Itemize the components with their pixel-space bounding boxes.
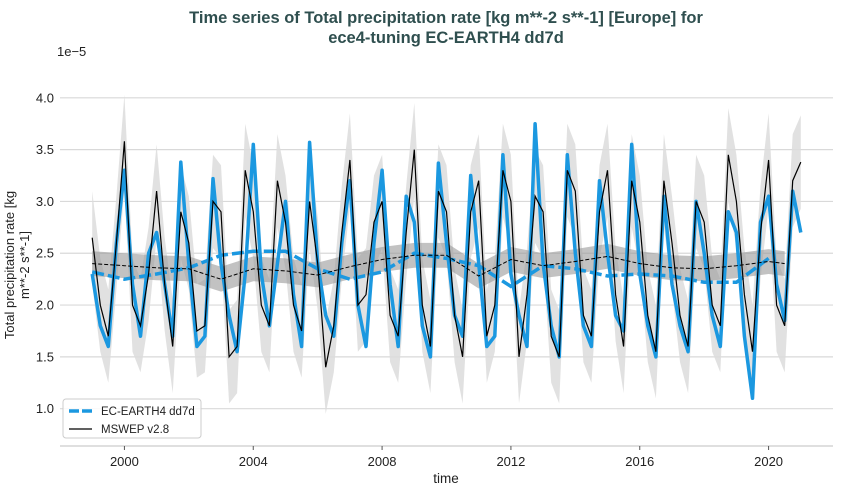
chart-title-line2: ece4-tuning EC-EARTH4 dd7d: [328, 29, 564, 47]
y-tick-label: 3.0: [36, 194, 54, 209]
y-tick-label: 4.0: [36, 90, 54, 105]
legend: EC-EARTH4 dd7d MSWEP v2.8: [62, 398, 202, 439]
ece-series-line: [90, 121, 803, 401]
y-tick-label: 3.5: [36, 142, 54, 157]
y-axis-label-line2: m**-2 s**-1]: [17, 231, 32, 299]
mswep-series-line: [91, 141, 802, 368]
x-tick-label: 2004: [239, 454, 268, 469]
y-tick-label: 1.5: [36, 349, 54, 364]
x-tick-label: 2020: [754, 454, 783, 469]
y-axis-label-line1: Total precipitation rate [kg: [2, 191, 17, 339]
y-tick-label: 2.0: [36, 298, 54, 313]
x-tick-label: 2000: [110, 454, 139, 469]
mswep-running-mean-line: [92, 254, 785, 280]
chart-title-line1: Time series of Total precipitation rate …: [189, 9, 703, 27]
y-tick-label: 2.5: [36, 246, 54, 261]
legend-label-mswep: MSWEP v2.8: [101, 424, 169, 436]
y-tick-label: 1.0: [36, 401, 54, 416]
x-tick-label: 2016: [625, 454, 654, 469]
x-tick-label: 2008: [368, 454, 397, 469]
mswep-running-mean-band: [92, 242, 785, 292]
x-tick-label: 2012: [496, 454, 525, 469]
legend-box: [62, 398, 202, 439]
y-offset-label: 1e−5: [57, 44, 86, 59]
x-axis-label: time: [433, 471, 459, 486]
legend-label-ece: EC-EARTH4 dd7d: [101, 406, 195, 418]
